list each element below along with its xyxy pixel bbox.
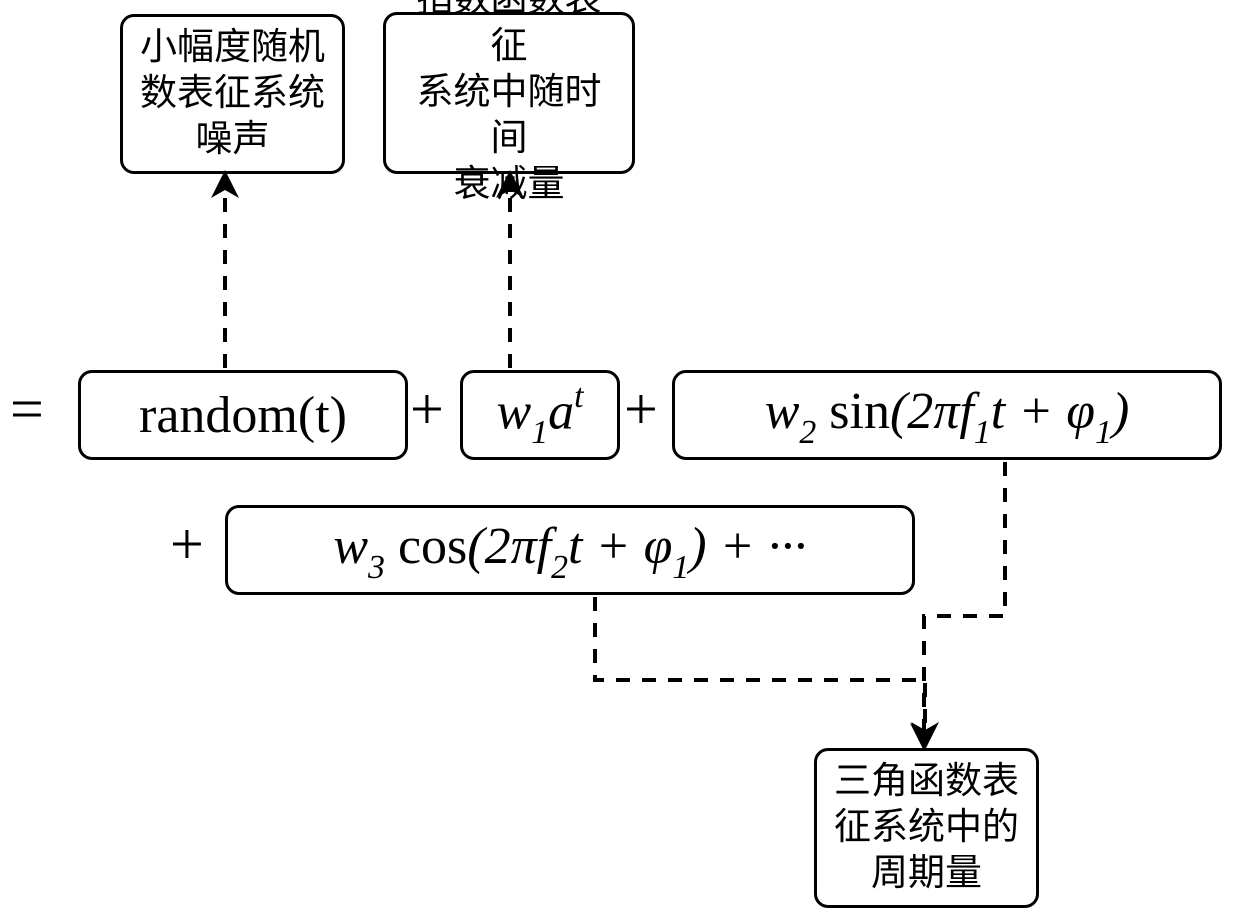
term-sine-text: w2 sin(2πf1t + φ1): [765, 382, 1130, 448]
operator-plus-3: +: [170, 510, 204, 579]
term-random: random(t): [78, 370, 408, 460]
term-exponential: w1at: [460, 370, 620, 460]
term-cosine-text: w3 cos(2πf2t + φ1) + ···: [333, 517, 806, 583]
annotation-decay-text: 指数函数表征系统中随时间衰减量: [400, 0, 618, 209]
diagram-canvas: 小幅度随机数表征系统噪声 指数函数表征系统中随时间衰减量 三角函数表征系统中的周…: [0, 0, 1240, 923]
annotation-noise-text: 小幅度随机数表征系统噪声: [140, 25, 325, 164]
annotation-decay: 指数函数表征系统中随时间衰减量: [383, 12, 635, 174]
term-exponential-text: w1at: [497, 381, 584, 449]
operator-equals: =: [10, 375, 44, 444]
operator-plus-1: +: [410, 375, 444, 444]
term-sine: w2 sin(2πf1t + φ1): [672, 370, 1222, 460]
term-random-text: random(t): [139, 386, 347, 445]
annotation-noise: 小幅度随机数表征系统噪声: [120, 14, 345, 174]
annotation-periodic: 三角函数表征系统中的周期量: [814, 748, 1039, 908]
operator-plus-2: +: [624, 375, 658, 444]
term-cosine: w3 cos(2πf2t + φ1) + ···: [225, 505, 915, 595]
annotation-periodic-text: 三角函数表征系统中的周期量: [834, 759, 1019, 898]
